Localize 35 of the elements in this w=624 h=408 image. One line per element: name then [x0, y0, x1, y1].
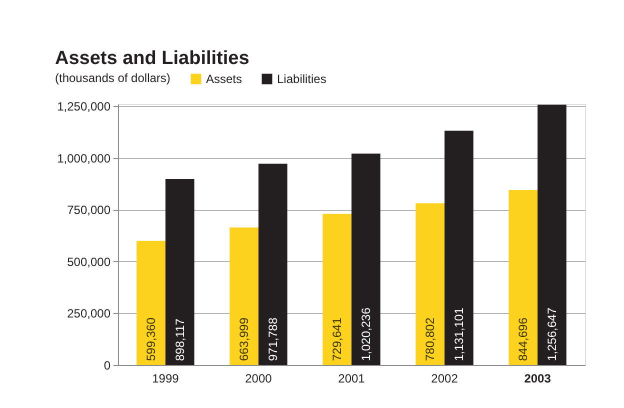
y-tick-label: 0 [104, 358, 111, 372]
data-label: 780,802 [423, 317, 438, 361]
legend-label: Assets [206, 72, 242, 86]
bar [352, 154, 380, 365]
x-tick-label: 2002 [431, 372, 458, 386]
data-label: 1,256,647 [544, 307, 559, 361]
bar [416, 203, 445, 365]
bar [258, 164, 288, 365]
x-tick-label: 2000 [245, 372, 272, 386]
x-tick-label: 2003 [524, 372, 552, 386]
y-tick-label: 500,000 [67, 254, 111, 269]
legend-label: Liabilities [277, 72, 326, 86]
bar [165, 178, 194, 365]
data-label: 663,999 [237, 317, 252, 361]
bar [538, 104, 566, 365]
y-tick-label: 1,250,000 [57, 100, 111, 114]
x-tick-label: 1999 [152, 372, 180, 386]
bar [444, 130, 474, 365]
bar [508, 190, 538, 365]
bar [322, 214, 352, 365]
data-label: 1,131,101 [452, 307, 466, 361]
chart-subtitle: (thousands of dollars) [55, 71, 170, 85]
y-tick-label: 1,000,000 [57, 151, 111, 166]
x-tick-label: 2001 [338, 372, 366, 386]
data-label: 1,020,236 [358, 307, 373, 361]
bar [230, 227, 258, 365]
y-tick-label: 750,000 [67, 203, 111, 218]
data-label: 729,641 [330, 317, 344, 361]
y-tick-label: 250,000 [67, 306, 111, 321]
chart-title: Assets and Liabilities [55, 48, 250, 69]
data-label: 599,360 [144, 317, 158, 361]
data-label: 844,696 [516, 317, 530, 361]
bar [136, 240, 166, 365]
data-label: 898,117 [172, 318, 187, 361]
data-label: 971,788 [266, 317, 280, 361]
